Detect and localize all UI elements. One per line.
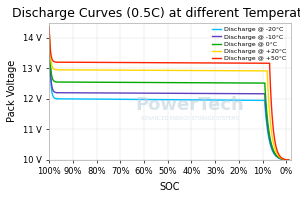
Discharge @ -10°C [94,92,98,94]
Discharge @ +20°C [47,26,51,28]
Legend: Discharge @ -20°C, Discharge @ -10°C, Discharge @ 0°C, Discharge @ +20°C, Discha: Discharge @ -20°C, Discharge @ -10°C, Di… [211,26,288,62]
Discharge @ +20°C [250,70,253,72]
Discharge @ 0°C [60,81,63,83]
Line: Discharge @ -20°C: Discharge @ -20°C [49,27,289,160]
Discharge @ -10°C [273,152,276,155]
Discharge @ -10°C [247,93,251,95]
Discharge @ +50°C [47,26,51,28]
Discharge @ -20°C [94,98,98,100]
Discharge @ +20°C [285,159,288,161]
Discharge @ 0°C [47,26,51,28]
Text: PowerTech: PowerTech [135,96,244,114]
Line: Discharge @ 0°C: Discharge @ 0°C [49,27,289,160]
Discharge @ +20°C [287,159,290,161]
Discharge @ +50°C [284,159,288,161]
Discharge @ -20°C [273,153,276,156]
Discharge @ 0°C [287,159,290,161]
Discharge @ +50°C [276,150,279,153]
X-axis label: SOC: SOC [160,182,180,192]
Discharge @ -10°C [60,92,63,94]
Line: Discharge @ +20°C: Discharge @ +20°C [49,27,289,160]
Discharge @ +50°C [60,61,64,63]
Discharge @ 0°C [247,82,251,84]
Discharge @ +50°C [95,61,99,63]
Discharge @ +20°C [283,158,287,161]
Discharge @ +50°C [287,159,290,161]
Discharge @ 0°C [94,81,98,83]
Discharge @ -20°C [285,159,289,161]
Discharge @ -20°C [247,99,251,101]
Discharge @ -10°C [208,92,211,95]
Discharge @ -20°C [287,159,290,161]
Text: ADVANCED ENERGY STORAGE SYSTEMS: ADVANCED ENERGY STORAGE SYSTEMS [140,116,238,121]
Discharge @ +20°C [274,150,278,153]
Discharge @ 0°C [208,82,211,84]
Title: Discharge Curves (0.5C) at different Temperatures: Discharge Curves (0.5C) at different Tem… [12,7,300,20]
Discharge @ -10°C [285,159,289,161]
Y-axis label: Pack Voltage: Pack Voltage [7,60,17,122]
Discharge @ +20°C [209,69,213,72]
Discharge @ -20°C [283,159,286,161]
Discharge @ 0°C [285,159,289,161]
Discharge @ -20°C [208,99,211,101]
Discharge @ -10°C [283,158,286,161]
Discharge @ +20°C [60,69,63,71]
Discharge @ 0°C [273,151,276,154]
Line: Discharge @ -10°C: Discharge @ -10°C [49,27,289,160]
Line: Discharge @ +50°C: Discharge @ +50°C [49,27,289,160]
Discharge @ +50°C [211,62,215,64]
Discharge @ -10°C [287,159,290,161]
Discharge @ 0°C [283,158,286,161]
Discharge @ +50°C [284,159,287,161]
Discharge @ -20°C [47,26,51,28]
Discharge @ -20°C [60,98,63,100]
Discharge @ +20°C [94,69,98,71]
Discharge @ +50°C [252,62,255,64]
Discharge @ -10°C [47,26,51,28]
